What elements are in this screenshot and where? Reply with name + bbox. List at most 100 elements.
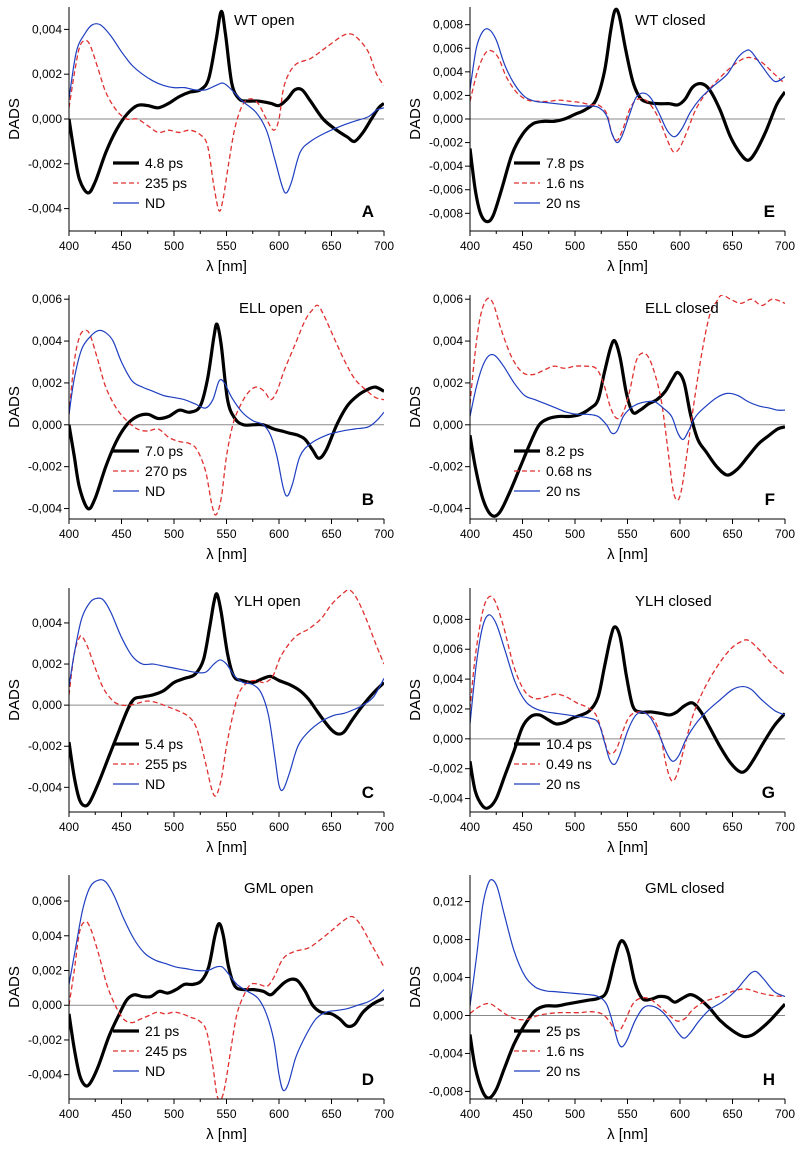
series-line-e-1 xyxy=(470,7,785,224)
x-tick-label-c: 650 xyxy=(321,820,341,834)
panel-letter-a: A xyxy=(362,202,374,221)
y-tick-label-e: 0,002 xyxy=(433,88,463,102)
x-tick-label-f: 450 xyxy=(512,527,532,541)
x-tick-label-c: 550 xyxy=(216,820,236,834)
x-tick-label-g: 500 xyxy=(565,820,585,834)
y-tick-label-g: 0,002 xyxy=(433,702,463,716)
x-tick-label-f: 600 xyxy=(670,527,690,541)
x-tick-label-g: 450 xyxy=(512,820,532,834)
y-tick-label-c: -0,004 xyxy=(28,780,62,794)
panel-title-e: WT closed xyxy=(635,12,706,29)
panel-f: 400 450 500 550 600 650 700 -0,004 -0,002 0,000 0,… xyxy=(407,292,795,563)
panel-a: 400 450 500 550 600 650 700 -0,004 -0,002 0,000 0,… xyxy=(6,7,394,275)
x-axis-label-b: λ [nm] xyxy=(206,546,247,563)
panel-g: 400 450 500 550 600 650 700 -0,004 -0,002 0,000 0,… xyxy=(407,588,795,856)
x-tick-label-e: 700 xyxy=(775,239,795,253)
legend-label-a: 4.8 ps xyxy=(145,155,183,171)
y-tick-label-c: 0,004 xyxy=(32,616,62,630)
x-tick-label-e: 500 xyxy=(565,239,585,253)
y-tick-label-e: -0,002 xyxy=(429,136,463,150)
x-tick-label-a: 550 xyxy=(216,239,236,253)
y-tick-label-a: 0,002 xyxy=(32,67,62,81)
y-tick-label-b: 0,000 xyxy=(32,418,62,432)
panel-letter-c: C xyxy=(362,783,374,802)
x-tick-label-g: 400 xyxy=(460,820,480,834)
x-tick-label-f: 400 xyxy=(460,527,480,541)
legend-f: 8.2 ps 0.68 ns 20 ns xyxy=(514,443,592,499)
series-line-f-2 xyxy=(470,295,785,501)
y-tick-label-g: -0,004 xyxy=(429,792,463,806)
x-tick-label-e: 450 xyxy=(512,239,532,253)
x-tick-label-g: 550 xyxy=(617,820,637,834)
legend-label-b: ND xyxy=(145,483,165,499)
legend-label-g: 20 ns xyxy=(546,776,580,792)
y-tick-label-f: -0,004 xyxy=(429,502,463,516)
series-line-g-2 xyxy=(470,595,785,782)
y-tick-label-e: 0,006 xyxy=(433,41,463,55)
legend-label-c: 5.4 ps xyxy=(145,736,183,752)
y-tick-label-f: -0,002 xyxy=(429,460,463,474)
x-tick-label-b: 650 xyxy=(321,527,341,541)
series-line-h-3 xyxy=(470,879,785,1048)
legend-label-g: 0.49 ns xyxy=(546,756,592,772)
y-tick-label-c: 0,002 xyxy=(32,657,62,671)
y-tick-label-d: -0,002 xyxy=(28,1033,62,1047)
y-axis-label-c: DADS xyxy=(6,679,23,721)
panel-title-b: ELL open xyxy=(239,300,303,317)
legend-label-d: ND xyxy=(145,1063,165,1079)
x-tick-label-f: 550 xyxy=(617,527,637,541)
y-tick-label-b: -0,004 xyxy=(28,502,62,516)
series-line-b-3 xyxy=(69,329,384,497)
legend-g: 10.4 ps 0.49 ns 20 ns xyxy=(514,736,592,792)
x-tick-label-e: 400 xyxy=(460,239,480,253)
panel-letter-g: G xyxy=(762,783,775,802)
y-tick-label-a: 0,004 xyxy=(32,22,62,36)
legend-label-a: 235 ps xyxy=(145,175,187,191)
y-axis-label-f: DADS xyxy=(407,386,424,428)
x-tick-label-f: 700 xyxy=(775,527,795,541)
x-tick-label-d: 700 xyxy=(374,1107,394,1121)
x-tick-label-a: 400 xyxy=(59,239,79,253)
x-tick-label-h: 550 xyxy=(617,1107,637,1121)
x-tick-label-c: 600 xyxy=(269,820,289,834)
y-tick-label-d: 0,004 xyxy=(32,929,62,943)
legend-e: 7.8 ps 1.6 ns 20 ns xyxy=(514,155,584,211)
x-tick-label-g: 700 xyxy=(775,820,795,834)
x-tick-label-a: 500 xyxy=(164,239,184,253)
x-tick-label-f: 650 xyxy=(722,527,742,541)
panel-e: 400 450 500 550 600 650 700 -0,008 -0,006 -0,004 -… xyxy=(407,7,795,275)
x-tick-label-g: 600 xyxy=(670,820,690,834)
series-line-c-2 xyxy=(69,589,384,797)
panel-title-d: GML open xyxy=(244,880,314,897)
legend-label-h: 20 ns xyxy=(546,1063,580,1079)
y-tick-label-f: 0,000 xyxy=(433,418,463,432)
y-tick-label-d: 0,006 xyxy=(32,894,62,908)
series-line-a-2 xyxy=(69,33,384,212)
y-tick-label-c: 0,000 xyxy=(32,698,62,712)
x-tick-label-h: 400 xyxy=(460,1107,480,1121)
y-tick-label-b: -0,002 xyxy=(28,460,62,474)
series-line-f-3 xyxy=(470,353,785,441)
panel-title-h: GML closed xyxy=(645,880,724,897)
x-tick-label-a: 650 xyxy=(321,239,341,253)
series-line-c-3 xyxy=(69,597,384,792)
x-axis-label-h: λ [nm] xyxy=(607,1126,648,1143)
x-tick-label-d: 650 xyxy=(321,1107,341,1121)
x-axis-label-e: λ [nm] xyxy=(607,258,648,275)
legend-label-f: 0.68 ns xyxy=(546,463,592,479)
y-tick-label-b: 0,002 xyxy=(32,376,62,390)
y-tick-label-b: 0,006 xyxy=(32,292,62,306)
panel-letter-b: B xyxy=(362,490,374,509)
x-tick-label-b: 600 xyxy=(269,527,289,541)
x-tick-label-c: 700 xyxy=(374,820,394,834)
x-tick-label-a: 700 xyxy=(374,239,394,253)
legend-b: 7.0 ps 270 ps ND xyxy=(113,443,187,499)
x-axis-label-f: λ [nm] xyxy=(607,546,648,563)
legend-a: 4.8 ps 235 ps ND xyxy=(113,155,187,211)
x-tick-label-b: 550 xyxy=(216,527,236,541)
y-tick-label-h: 0,004 xyxy=(433,971,463,985)
x-tick-label-c: 450 xyxy=(111,820,131,834)
y-tick-label-g: -0,002 xyxy=(429,762,463,776)
series-line-d-1 xyxy=(69,922,384,1088)
